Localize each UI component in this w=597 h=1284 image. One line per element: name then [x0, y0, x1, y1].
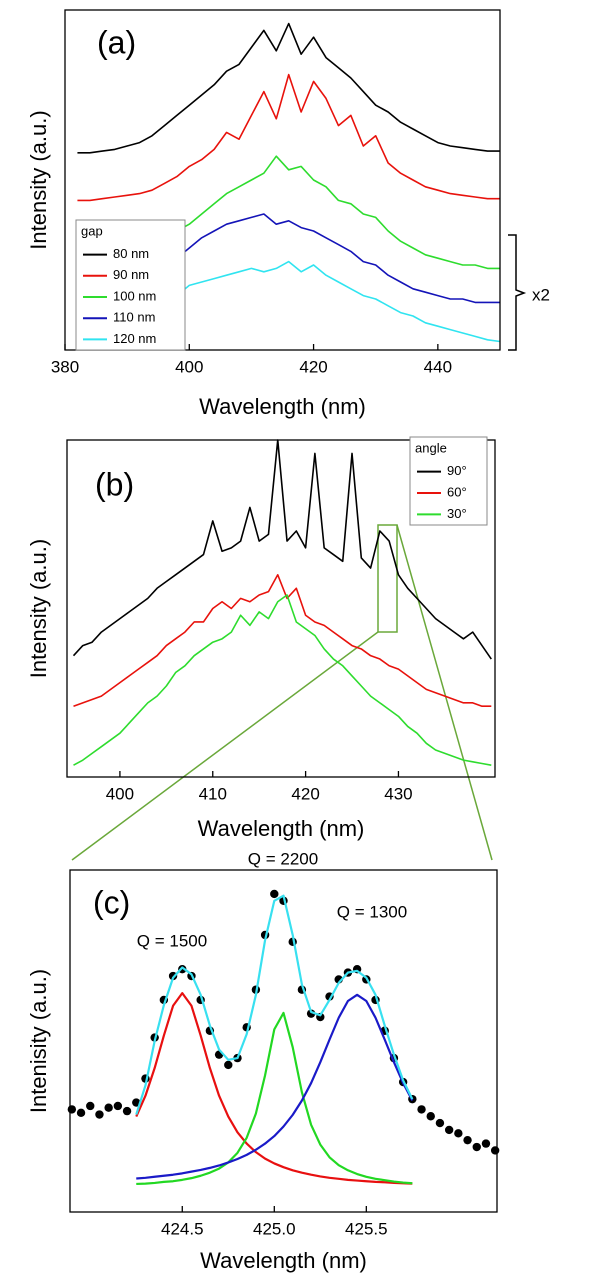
data-point — [224, 1060, 233, 1070]
x-tick-label: 410 — [199, 784, 227, 803]
plot-frame — [64, 9, 501, 351]
legend-title: gap — [81, 223, 103, 238]
zoom-line — [71, 631, 379, 861]
y-axis-label: Intenisity (a.u.) — [26, 969, 51, 1113]
legend-label: 80 nm — [113, 246, 149, 261]
data-point — [86, 1101, 95, 1111]
series-line — [77, 22, 500, 154]
panel-label: (c) — [93, 884, 130, 920]
series-line — [136, 993, 414, 1180]
x-axis-label: Wavelength (nm) — [199, 394, 366, 419]
data-point — [463, 1135, 472, 1145]
plot-frame — [66, 439, 496, 778]
data-point — [76, 1108, 86, 1118]
data-point — [490, 1146, 500, 1155]
annotation: x2 — [532, 285, 550, 304]
series-line — [72, 439, 492, 660]
data-point — [435, 1118, 445, 1128]
x-tick-label: 425.0 — [253, 1219, 296, 1238]
legend-box — [409, 436, 488, 526]
x-tick-label: 424.5 — [161, 1219, 204, 1238]
legend-label: 90° — [447, 463, 467, 478]
series-line — [136, 1011, 413, 1186]
x-tick-label: 400 — [175, 357, 203, 376]
legend-label: 30° — [447, 506, 467, 521]
legend-label: 90 nm — [113, 267, 149, 282]
series-line — [135, 992, 413, 1185]
annotation: Q = 1500 — [137, 931, 207, 950]
zoom-box — [377, 524, 398, 633]
series-line — [77, 73, 500, 202]
legend-box — [75, 219, 186, 351]
x-tick-label: 440 — [424, 357, 452, 376]
data-point — [472, 1142, 481, 1152]
data-point — [417, 1105, 426, 1114]
data-point — [95, 1110, 104, 1119]
panel-label: (b) — [95, 466, 134, 502]
data-point — [270, 889, 279, 899]
bracket — [508, 234, 527, 351]
x-tick-label: 400 — [106, 784, 134, 803]
legend-label: 60° — [447, 484, 467, 499]
series-line — [73, 574, 492, 708]
x-tick-label: 420 — [291, 784, 319, 803]
y-axis-label: Intensity (a.u.) — [26, 539, 51, 678]
x-tick-label: 425.5 — [345, 1219, 388, 1238]
series-line — [135, 894, 414, 1115]
x-tick-label: 420 — [299, 357, 327, 376]
y-axis-label: Intensity (a.u.) — [26, 110, 51, 249]
x-axis-label: Wavelength (nm) — [198, 816, 365, 841]
legend-label: 120 nm — [113, 331, 156, 346]
series-line — [73, 594, 492, 766]
zoom-line — [396, 524, 493, 861]
annotation: Q = 1300 — [337, 902, 407, 921]
x-tick-label: 380 — [51, 357, 79, 376]
x-tick-label: 430 — [384, 784, 412, 803]
data-point — [426, 1112, 435, 1121]
data-point — [444, 1125, 454, 1135]
data-point — [481, 1139, 491, 1148]
panel-label: (a) — [97, 24, 136, 60]
data-point — [454, 1129, 463, 1138]
data-point — [67, 1105, 77, 1114]
legend-label: 100 nm — [113, 288, 156, 303]
legend-label: 110 nm — [113, 310, 155, 325]
data-point — [122, 1106, 132, 1116]
annotation: Q = 2200 — [248, 849, 318, 868]
plot-frame — [69, 869, 498, 1213]
data-point — [113, 1101, 123, 1111]
legend-title: angle — [415, 440, 447, 455]
data-point — [104, 1103, 113, 1112]
x-axis-label: Wavelength (nm) — [200, 1248, 367, 1273]
